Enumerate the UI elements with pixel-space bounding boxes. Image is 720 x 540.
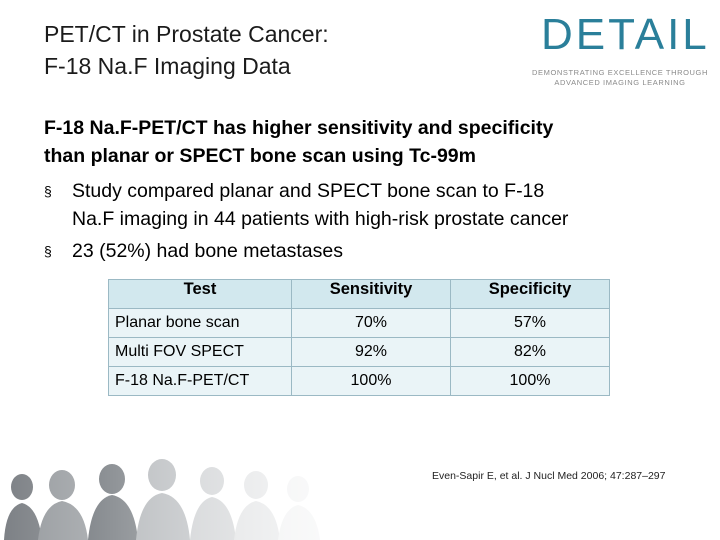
citation: Even-Sapir E, et al. J Nucl Med 2006; 47…: [432, 470, 666, 482]
header-sensitivity: Sensitivity: [291, 279, 451, 309]
cell-test: F-18 Na.F-PET/CT: [108, 366, 292, 396]
results-table: Test Sensitivity Specificity Planar bone…: [108, 279, 610, 396]
logo-wordmark: DETAIL: [541, 10, 710, 59]
lead-statement: F-18 Na.F-PET/CT has higher sensitivity …: [44, 114, 684, 170]
table-row: F-18 Na.F-PET/CT 100% 100%: [108, 366, 610, 396]
header-test: Test: [108, 279, 292, 309]
bullet-line: Na.F imaging in 44 patients with high-ri…: [72, 208, 569, 230]
table-row: Multi FOV SPECT 92% 82%: [108, 337, 610, 367]
bullet-line: 23 (52%) had bone metastases: [72, 240, 344, 262]
cell-test: Planar bone scan: [108, 308, 292, 338]
header-specificity: Specificity: [450, 279, 610, 309]
lead-line-2: than planar or SPECT bone scan using Tc-…: [44, 145, 476, 167]
bullet-line: Study compared planar and SPECT bone sca…: [72, 180, 545, 202]
cell-specificity: 57%: [450, 308, 610, 338]
cell-sensitivity: 70%: [291, 308, 451, 338]
cell-specificity: 100%: [450, 366, 610, 396]
title-line-2: F-18 Na.F Imaging Data: [44, 53, 291, 79]
cell-specificity: 82%: [450, 337, 610, 367]
table-row: Planar bone scan 70% 57%: [108, 308, 610, 338]
table-header-row: Test Sensitivity Specificity: [108, 279, 610, 309]
bullet-list: § Study compared planar and SPECT bone s…: [44, 177, 694, 269]
slide-title: PET/CT in Prostate Cancer: F-18 Na.F Ima…: [44, 18, 514, 82]
logo-tagline: DEMONSTRATING EXCELLENCE THROUGH ADVANCE…: [531, 68, 709, 87]
cell-sensitivity: 100%: [291, 366, 451, 396]
cell-sensitivity: 92%: [291, 337, 451, 367]
bullet-item: § Study compared planar and SPECT bone s…: [44, 177, 694, 233]
lead-line-1: F-18 Na.F-PET/CT has higher sensitivity …: [44, 117, 554, 139]
bullet-item: § 23 (52%) had bone metastases: [44, 237, 694, 265]
bullet-marker-icon: §: [44, 183, 52, 199]
cell-test: Multi FOV SPECT: [108, 337, 292, 367]
medical-team-photo-icon: [0, 455, 330, 540]
detail-logo: DETAIL DEMONSTRATING EXCELLENCE THROUGH …: [527, 10, 713, 92]
title-line-1: PET/CT in Prostate Cancer:: [44, 21, 329, 47]
bullet-marker-icon: §: [44, 243, 52, 259]
